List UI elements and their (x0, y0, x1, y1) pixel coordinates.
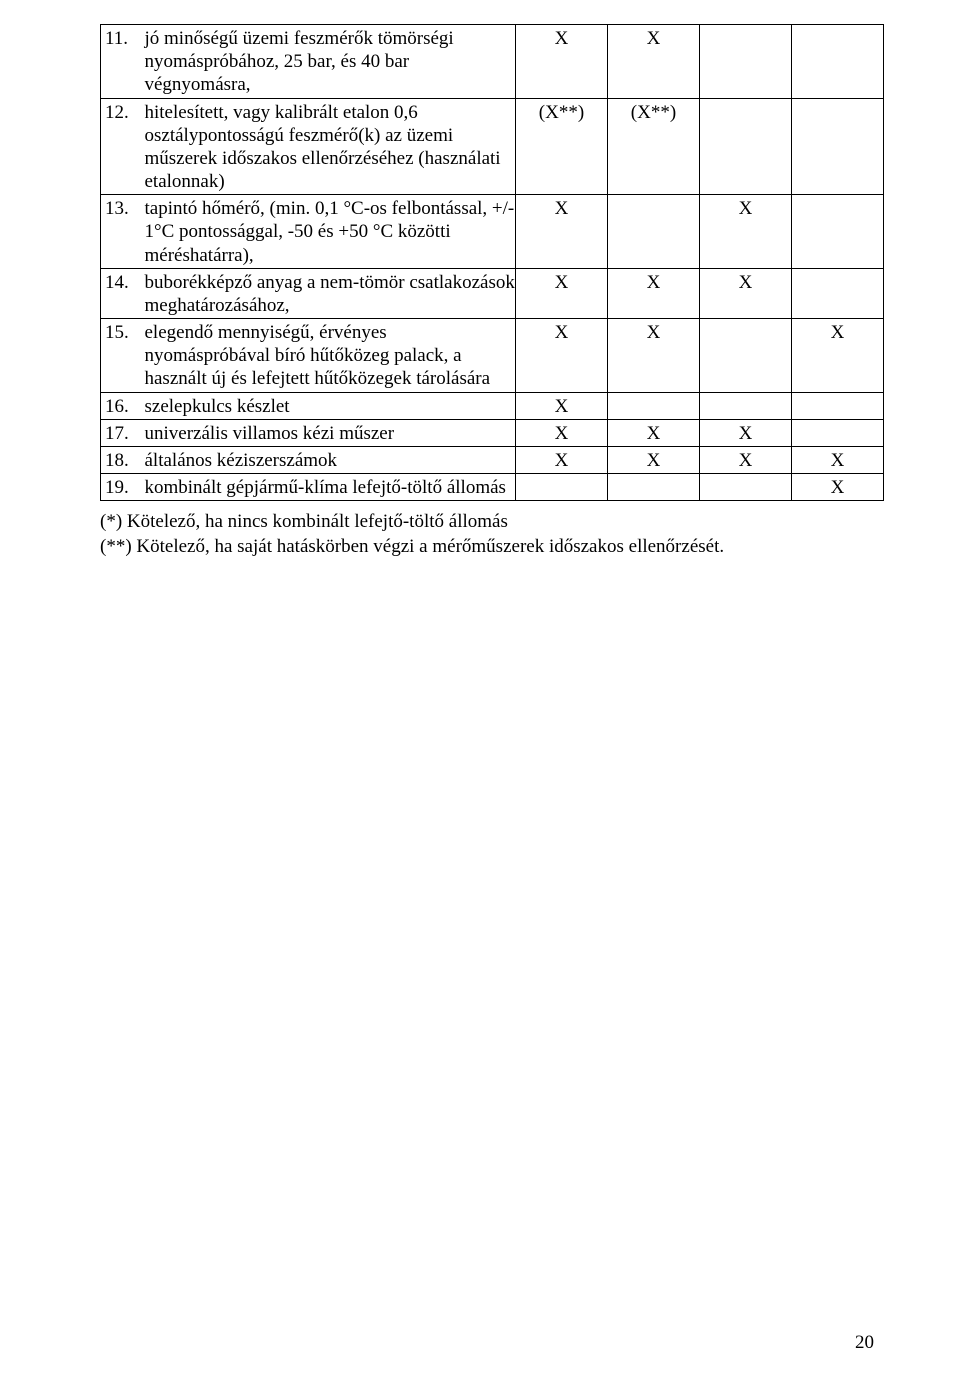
row-mark-4 (792, 419, 884, 446)
row-mark-4 (792, 25, 884, 99)
row-mark-3: X (700, 419, 792, 446)
equipment-table: 11.jó minőségű üzemi feszmérők tömörségi… (100, 24, 884, 501)
row-description: általános kéziszerszámok (141, 446, 516, 473)
row-mark-2: X (608, 25, 700, 99)
row-description: elegendő mennyiségű, érvényes nyomásprób… (141, 319, 516, 393)
row-mark-3 (700, 474, 792, 501)
table-row: 16.szelepkulcs készletX (101, 392, 884, 419)
table-row: 15.elegendő mennyiségű, érvényes nyomásp… (101, 319, 884, 393)
row-mark-1 (516, 474, 608, 501)
row-number: 18. (101, 446, 141, 473)
row-mark-2 (608, 392, 700, 419)
row-mark-3: X (700, 195, 792, 269)
row-number: 14. (101, 268, 141, 318)
row-mark-3 (700, 392, 792, 419)
row-mark-4 (792, 98, 884, 195)
row-number: 19. (101, 474, 141, 501)
row-number: 13. (101, 195, 141, 269)
table-row: 19.kombinált gépjármű-klíma lefejtő-tölt… (101, 474, 884, 501)
table-row: 12.hitelesített, vagy kalibrált etalon 0… (101, 98, 884, 195)
table-row: 18.általános kéziszerszámokXXXX (101, 446, 884, 473)
row-mark-4: X (792, 474, 884, 501)
row-mark-1: X (516, 195, 608, 269)
row-mark-1: (X**) (516, 98, 608, 195)
row-mark-2: X (608, 268, 700, 318)
row-mark-3 (700, 319, 792, 393)
table-row: 14.buborékképző anyag a nem-tömör csatla… (101, 268, 884, 318)
row-mark-4: X (792, 446, 884, 473)
row-description: tapintó hőmérő, (min. 0,1 °C-os felbontá… (141, 195, 516, 269)
table-row: 17.univerzális villamos kézi műszerXXX (101, 419, 884, 446)
row-mark-1: X (516, 392, 608, 419)
row-number: 17. (101, 419, 141, 446)
row-mark-2: X (608, 319, 700, 393)
row-mark-1: X (516, 319, 608, 393)
row-mark-3 (700, 25, 792, 99)
row-description: jó minőségű üzemi feszmérők tömörségi ny… (141, 25, 516, 99)
page: 11.jó minőségű üzemi feszmérők tömörségi… (0, 0, 960, 1400)
row-description: szelepkulcs készlet (141, 392, 516, 419)
table-row: 13.tapintó hőmérő, (min. 0,1 °C-os felbo… (101, 195, 884, 269)
row-mark-4 (792, 268, 884, 318)
table-row: 11.jó minőségű üzemi feszmérők tömörségi… (101, 25, 884, 99)
footnote-2: (**) Kötelező, ha saját hatáskörben végz… (100, 535, 882, 558)
row-description: hitelesített, vagy kalibrált etalon 0,6 … (141, 98, 516, 195)
row-number: 12. (101, 98, 141, 195)
row-number: 11. (101, 25, 141, 99)
row-description: buborékképző anyag a nem-tömör csatlakoz… (141, 268, 516, 318)
row-mark-2: X (608, 446, 700, 473)
row-number: 16. (101, 392, 141, 419)
row-mark-4: X (792, 319, 884, 393)
row-mark-3 (700, 98, 792, 195)
row-mark-2: X (608, 419, 700, 446)
footnote-1: (*) Kötelező, ha nincs kombinált lefejtő… (100, 510, 882, 533)
row-mark-3: X (700, 446, 792, 473)
row-mark-1: X (516, 446, 608, 473)
row-number: 15. (101, 319, 141, 393)
row-mark-1: X (516, 419, 608, 446)
row-mark-2 (608, 474, 700, 501)
row-mark-1: X (516, 268, 608, 318)
row-mark-1: X (516, 25, 608, 99)
row-mark-4 (792, 392, 884, 419)
row-description: univerzális villamos kézi műszer (141, 419, 516, 446)
row-mark-2: (X**) (608, 98, 700, 195)
footnotes: (*) Kötelező, ha nincs kombinált lefejtő… (100, 510, 882, 558)
row-mark-2 (608, 195, 700, 269)
row-mark-4 (792, 195, 884, 269)
row-description: kombinált gépjármű-klíma lefejtő-töltő á… (141, 474, 516, 501)
row-mark-3: X (700, 268, 792, 318)
page-number: 20 (855, 1332, 874, 1354)
